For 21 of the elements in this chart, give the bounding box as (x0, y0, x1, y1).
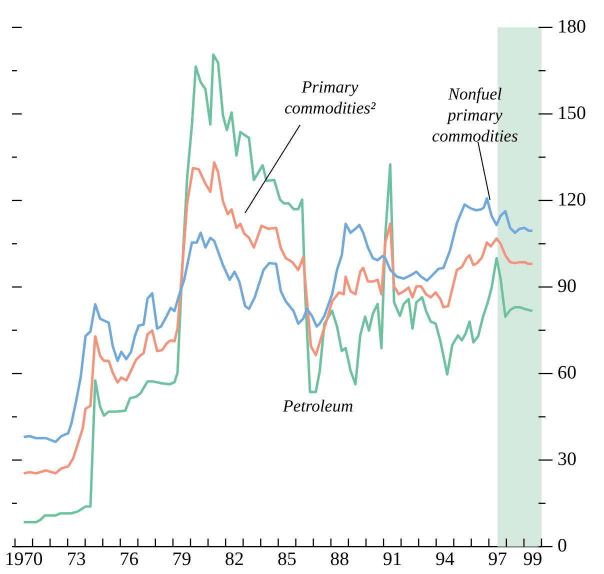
x-tick-label: 99 (523, 548, 542, 570)
y-tick-label: 150 (558, 102, 586, 124)
series-label: Petroleum (282, 396, 354, 416)
text: Primary commodities² (284, 77, 376, 118)
x-tick-label: 94 (435, 548, 455, 570)
y-tick-label: 0 (558, 536, 567, 557)
x-tick-label: 88 (330, 548, 350, 570)
x-tick-label: 1970 (4, 548, 43, 570)
x-tick-label: 73 (66, 548, 86, 570)
y-tick-label: 180 (558, 16, 586, 38)
y-tick-label: 60 (558, 362, 576, 384)
y-tick-label: 90 (558, 276, 576, 297)
x-tick-label: 79 (172, 548, 192, 570)
x-tick-label: 97 (488, 548, 508, 570)
text: Nonfuel primary commodities (432, 84, 518, 146)
y-tick-label: 30 (558, 449, 576, 470)
y-tick-label: 120 (558, 189, 586, 210)
x-tick-label: 76 (120, 548, 139, 570)
x-tick-label: 82 (224, 548, 244, 570)
x-tick-label: 85 (278, 548, 297, 570)
x-tick-label: 91 (382, 548, 402, 570)
